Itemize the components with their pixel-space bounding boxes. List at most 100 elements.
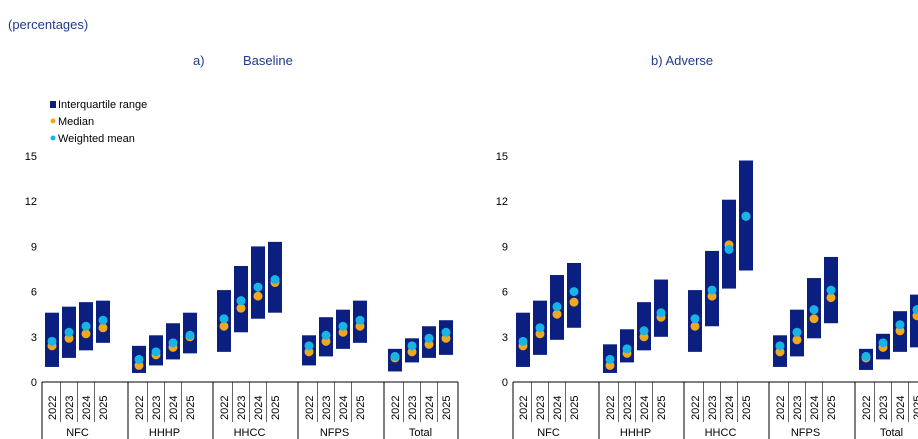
year-tick-label: 2022 [605, 396, 617, 420]
iqr-bar [251, 246, 265, 319]
year-tick-label: 2025 [741, 396, 753, 420]
y-tick-label: 9 [31, 241, 37, 253]
year-tick-label: 2023 [878, 396, 890, 420]
mean-marker [98, 315, 108, 325]
group-label: HHCC [234, 427, 266, 439]
year-tick-label: 2023 [321, 396, 333, 420]
mean-marker [518, 336, 528, 346]
year-tick-label: 2025 [270, 396, 282, 420]
group-label: Total [880, 427, 903, 439]
year-tick-label: 2022 [390, 396, 402, 420]
mean-marker [707, 285, 717, 295]
year-tick-label: 2023 [407, 396, 419, 420]
legend-median-label: Median [58, 116, 94, 128]
legend-median-swatch [50, 118, 56, 124]
group-label: NFPS [320, 427, 349, 439]
mean-marker [809, 305, 819, 315]
year-tick-label: 2023 [707, 396, 719, 420]
median-marker [569, 297, 579, 307]
group-label: Total [409, 427, 432, 439]
mean-marker [390, 351, 400, 361]
legend-mean-swatch [50, 135, 56, 141]
mean-marker [81, 321, 91, 331]
mean-marker [64, 327, 74, 337]
y-tick-label: 3 [502, 332, 508, 344]
year-tick-label: 2024 [168, 396, 180, 420]
mean-marker [407, 341, 417, 351]
year-tick-label: 2025 [185, 396, 197, 420]
mean-marker [47, 336, 57, 346]
year-tick-label: 2025 [355, 396, 367, 420]
median-marker [219, 321, 229, 331]
group-label: HHHP [620, 427, 651, 439]
year-tick-label: 2023 [792, 396, 804, 420]
panel-b-title: b) Adverse [651, 53, 714, 68]
legend-iqr-swatch [50, 101, 56, 108]
mean-marker [151, 347, 161, 357]
year-tick-label: 2024 [424, 396, 436, 420]
mean-marker [861, 351, 871, 361]
year-tick-label: 2025 [656, 396, 668, 420]
year-tick-label: 2024 [338, 396, 350, 420]
year-tick-label: 2025 [569, 396, 581, 420]
year-tick-label: 2024 [81, 396, 93, 420]
year-tick-label: 2025 [826, 396, 838, 420]
year-tick-label: 2022 [47, 396, 59, 420]
median-marker [809, 314, 819, 324]
mean-marker [569, 287, 579, 297]
group-label: NFC [537, 427, 560, 439]
mean-marker [185, 330, 195, 340]
year-tick-label: 2025 [441, 396, 453, 420]
mean-marker [895, 320, 905, 330]
year-tick-label: 2022 [518, 396, 530, 420]
mean-marker [134, 354, 144, 364]
median-marker [690, 321, 700, 331]
mean-marker [321, 330, 331, 340]
mean-marker [168, 338, 178, 348]
group-label: HHHP [149, 427, 180, 439]
group-label: NFC [66, 427, 89, 439]
year-tick-label: 2023 [151, 396, 163, 420]
iqr-bar [910, 294, 918, 348]
legend-mean-label: Weighted mean [58, 133, 135, 145]
y-tick-label: 3 [31, 332, 37, 344]
year-tick-label: 2024 [552, 396, 564, 420]
year-tick-label: 2024 [253, 396, 265, 420]
median-marker [81, 329, 91, 339]
y-tick-label: 12 [25, 196, 37, 208]
year-tick-label: 2024 [895, 396, 907, 420]
year-tick-label: 2023 [64, 396, 76, 420]
mean-marker [690, 314, 700, 324]
mean-marker [792, 327, 802, 337]
year-tick-label: 2025 [98, 396, 110, 420]
year-tick-label: 2022 [219, 396, 231, 420]
mean-marker [253, 282, 263, 292]
panel-a-label: a) [193, 53, 205, 68]
iqr-bar [637, 302, 651, 351]
panel-a-title: Baseline [243, 53, 293, 68]
mean-marker [270, 275, 280, 285]
year-tick-label: 2024 [809, 396, 821, 420]
year-tick-label: 2022 [690, 396, 702, 420]
y-tick-label: 9 [502, 241, 508, 253]
median-marker [792, 335, 802, 345]
mean-marker [355, 315, 365, 325]
mean-marker [741, 211, 751, 221]
year-tick-label: 2023 [622, 396, 634, 420]
year-tick-label: 2022 [775, 396, 787, 420]
year-tick-label: 2024 [724, 396, 736, 420]
units-note: (percentages) [8, 17, 89, 32]
median-marker [826, 293, 836, 303]
median-marker [552, 309, 562, 319]
y-tick-label: 0 [502, 377, 508, 389]
mean-marker [912, 305, 918, 315]
mean-marker [639, 326, 649, 336]
mean-marker [236, 296, 246, 306]
group-label: NFPS [791, 427, 820, 439]
y-tick-label: 15 [25, 151, 37, 163]
mean-marker [622, 344, 632, 354]
median-marker [253, 291, 263, 301]
mean-marker [724, 244, 734, 254]
y-tick-label: 6 [31, 287, 37, 299]
